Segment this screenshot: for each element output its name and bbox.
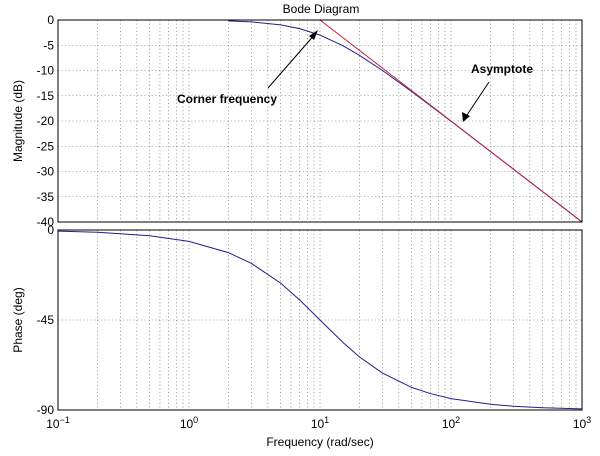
magnitude-asymptote-line — [319, 19, 583, 223]
magnitude-axes-frame — [57, 19, 583, 223]
magnitude-tick-label: -20 — [37, 114, 55, 128]
frequency-axis-label: Frequency (rad/sec) — [266, 435, 373, 449]
asymptote-arrow — [464, 81, 490, 119]
magnitude-tick-label: -25 — [37, 139, 55, 153]
magnitude-plot-area — [228, 19, 583, 223]
magnitude-tick-label: -35 — [37, 190, 55, 204]
frequency-tick-label: 100 — [180, 415, 198, 431]
phase-tick-label: -45 — [37, 313, 55, 327]
magnitude-tick-label: 0 — [47, 13, 54, 27]
magnitude-tick-label: -10 — [37, 64, 55, 78]
magnitude-tick-label: -40 — [37, 215, 55, 229]
phase-plot-area — [57, 230, 583, 410]
phase-tick-labels: 0 -45 -90 — [37, 223, 55, 417]
magnitude-tick-label: -15 — [37, 89, 55, 103]
magnitude-axis-label: Magnitude (dB) — [11, 80, 25, 162]
corner-frequency-arrowhead — [309, 30, 318, 40]
frequency-tick-labels: 10−1 100 101 102 103 — [46, 415, 591, 431]
phase-response-line — [57, 230, 583, 410]
corner-frequency-label: Corner frequency — [177, 92, 277, 106]
frequency-tick-label: 103 — [573, 415, 591, 431]
asymptote-arrowhead — [462, 112, 470, 122]
frequency-tick-label: 102 — [442, 415, 460, 431]
phase-grid — [58, 230, 582, 410]
phase-tick-label: -90 — [37, 403, 55, 417]
magnitude-tick-labels: 0 -5 -10 -15 -20 -25 -30 -35 -40 — [37, 13, 55, 229]
phase-axes-frame — [57, 229, 583, 411]
frequency-tick-label: 10−1 — [46, 415, 70, 431]
frequency-tick-label: 101 — [311, 415, 329, 431]
corner-frequency-arrow — [267, 32, 317, 89]
magnitude-response-line — [228, 20, 583, 223]
phase-axis-label: Phase (deg) — [11, 287, 25, 352]
magnitude-grid — [58, 20, 582, 222]
chart-title: Bode Diagram — [283, 2, 360, 16]
annotations: Corner frequency Asymptote — [177, 30, 533, 122]
asymptote-label: Asymptote — [471, 62, 533, 76]
magnitude-tick-label: -30 — [37, 165, 55, 179]
phase-tick-label: 0 — [47, 223, 54, 237]
magnitude-tick-label: -5 — [43, 38, 54, 52]
